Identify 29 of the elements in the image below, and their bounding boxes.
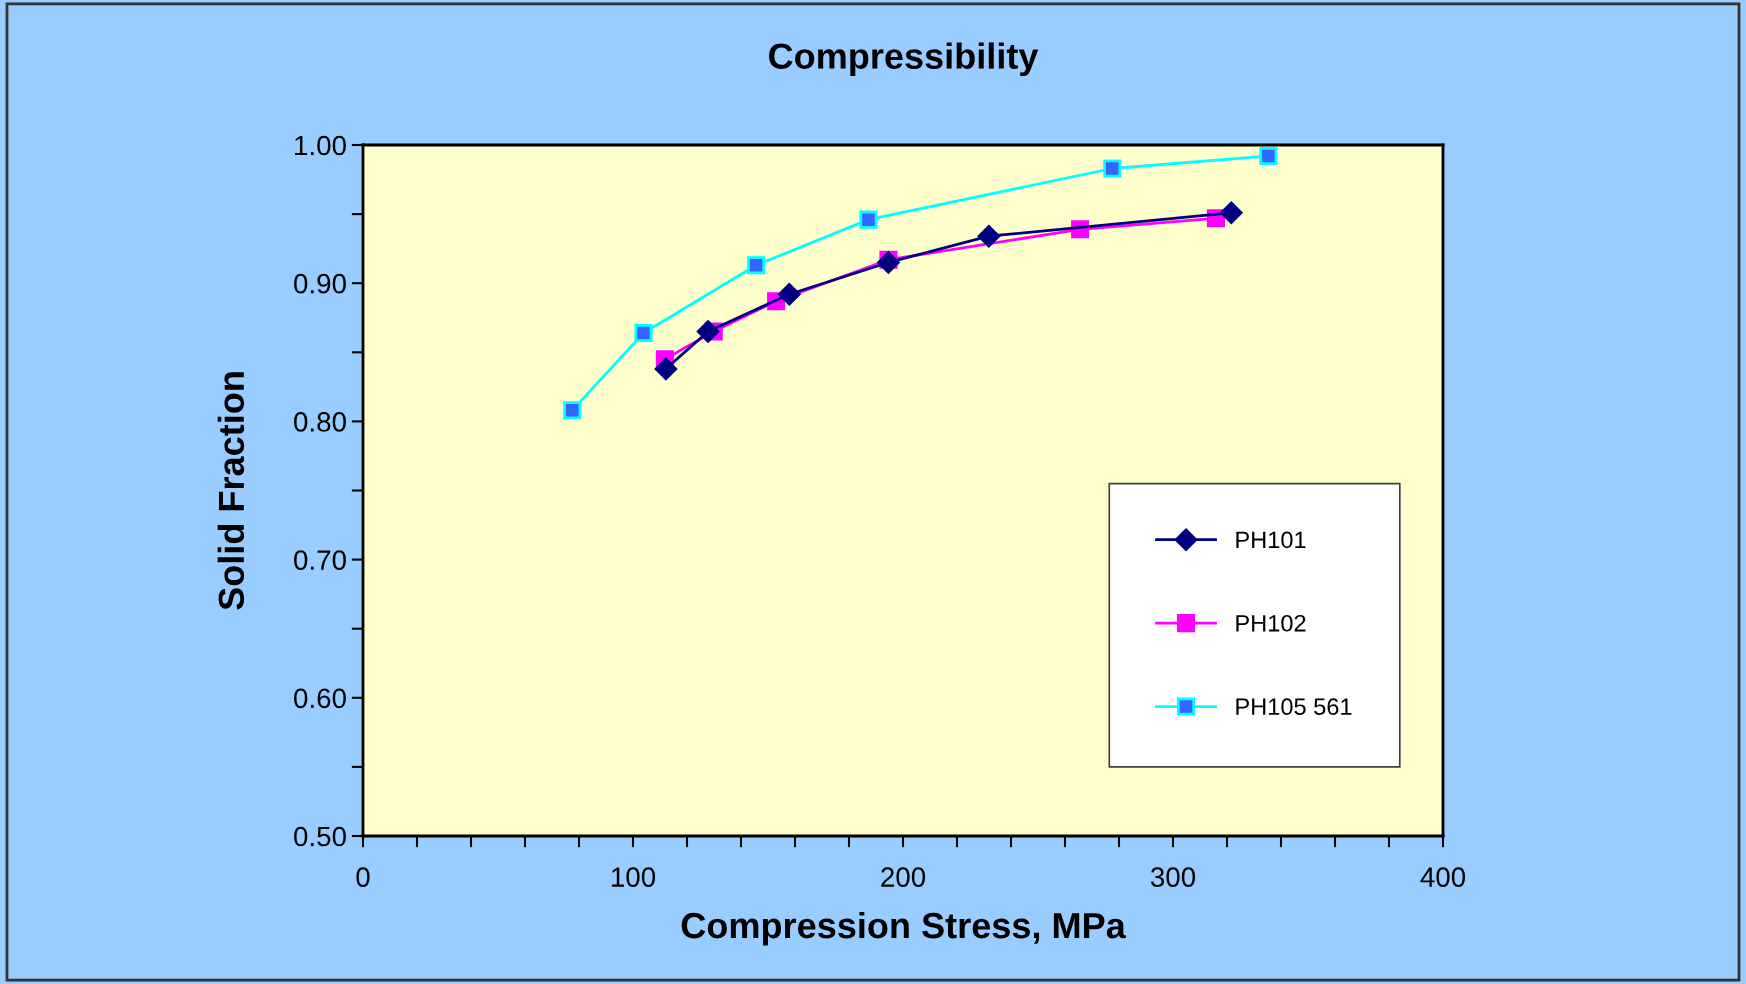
point <box>778 283 801 306</box>
point <box>859 210 878 229</box>
y-tick-label: 0.80 <box>294 412 346 432</box>
point <box>634 323 653 342</box>
legend-label: PH102 <box>1236 614 1306 632</box>
x-tick-label: 400 <box>1420 867 1466 887</box>
x-tick-label: 200 <box>881 867 926 887</box>
y-tick-label: 0.70 <box>294 550 346 570</box>
point <box>1259 147 1278 166</box>
chart-title: Compressibility <box>769 42 1039 77</box>
point <box>563 401 582 420</box>
legend-label: PH101 <box>1236 531 1306 549</box>
point <box>977 225 1001 248</box>
y-axis-title: Solid Fraction <box>217 372 245 610</box>
legend-label: PH105 561 <box>1236 698 1352 716</box>
x-axis-title: Compression Stress, MPa <box>681 911 1126 946</box>
x-tick-label: 300 <box>1150 867 1196 887</box>
y-tick-label: 0.60 <box>294 688 346 709</box>
x-tick-label: 100 <box>611 867 656 887</box>
point <box>747 256 766 275</box>
x-tick-label: 0 <box>356 867 370 887</box>
point <box>696 320 720 343</box>
point <box>654 357 678 381</box>
y-tick-label: 0.50 <box>294 826 346 847</box>
y-tick-label: 1.00 <box>295 135 346 156</box>
y-tick-label: 0.90 <box>294 273 346 294</box>
point <box>1103 159 1122 178</box>
point <box>877 251 900 274</box>
point <box>1220 201 1243 224</box>
